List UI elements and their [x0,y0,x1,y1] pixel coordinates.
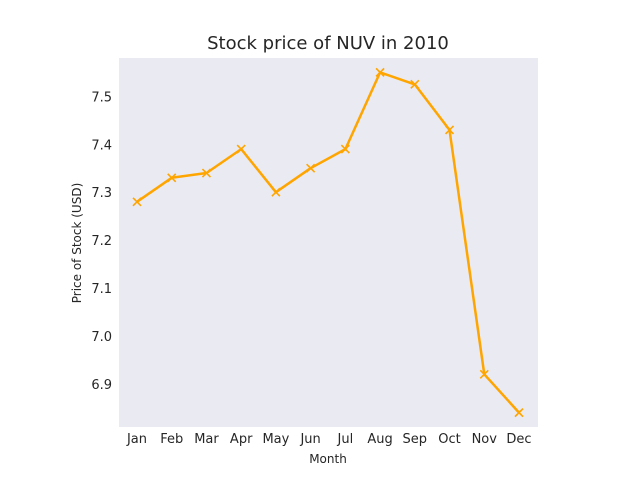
y-tick-label: 7.0 [91,330,112,345]
x-tick-labels: Jan Feb Mar Apr May Jun Jul Aug Sep Oct Nov Dec [126,432,532,447]
x-tick-label: Feb [160,432,183,447]
data-point-marker [236,144,246,154]
data-point-marker [514,408,524,418]
data-point-marker [340,144,350,154]
x-tick-label: Mar [194,432,219,447]
x-tick-label: Oct [438,432,460,447]
x-tick-label: May [262,432,289,447]
x-tick-label: Jun [299,432,320,447]
x-tick-label: Jul [337,432,354,447]
x-tick-label: Dec [506,432,531,447]
data-point-marker [479,369,489,379]
data-point-marker [132,197,142,207]
x-tick-label: Sep [403,432,428,447]
x-axis-label: Month [309,452,347,466]
data-point-marker [410,79,420,89]
y-tick-label: 7.3 [91,186,112,201]
chart-title: Stock price of NUV in 2010 [207,33,449,54]
plot-area [119,58,538,427]
y-tick-label: 7.1 [91,282,112,297]
data-point-marker [444,125,455,135]
y-tick-label: 7.5 [91,90,112,105]
y-tick-label: 6.9 [91,378,112,393]
x-tick-label: Nov [472,432,498,447]
x-tick-label: Jan [126,432,147,447]
series-line [136,71,520,414]
y-axis-label: Price of Stock (USD) [70,183,84,304]
data-point-marker [271,187,281,197]
x-tick-label: Aug [367,432,392,447]
y-tick-label: 7.2 [91,234,112,249]
series-layer [132,67,524,418]
data-point-marker [167,173,177,183]
y-tick-label: 7.4 [91,138,112,153]
data-point-marker [375,67,385,77]
x-tick-label: Apr [230,432,253,447]
data-point-marker [201,168,212,178]
y-tick-labels: 6.9 7.0 7.1 7.2 7.3 7.4 7.5 [91,90,112,393]
data-point-marker [306,163,316,173]
